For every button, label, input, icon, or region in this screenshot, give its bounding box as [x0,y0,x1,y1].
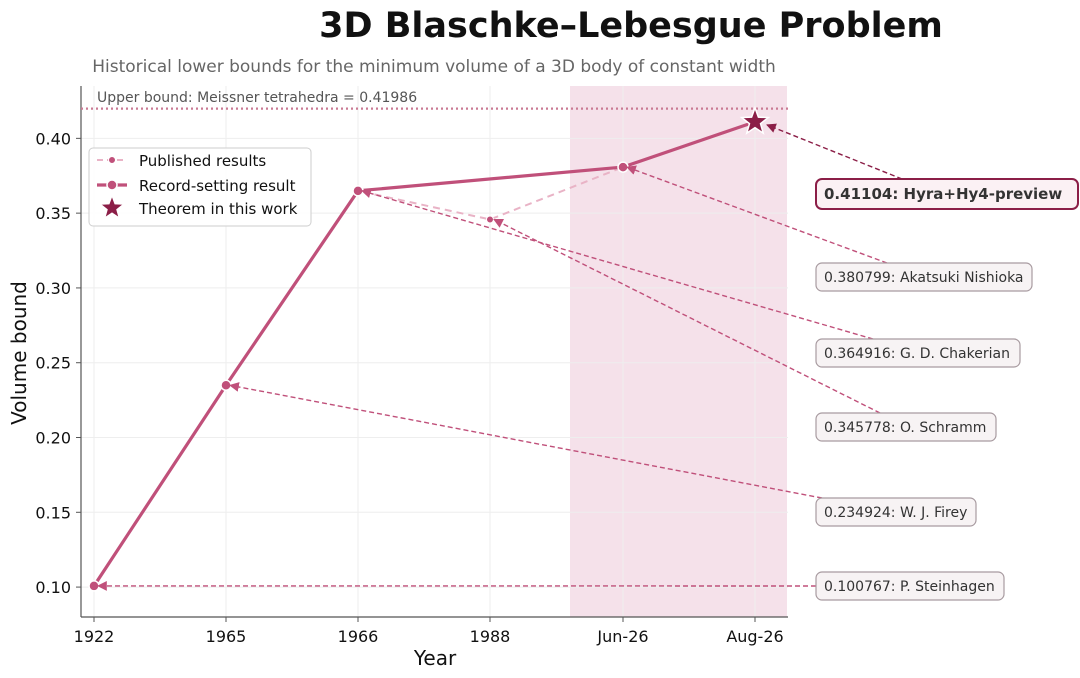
annotation-label: 0.380799: Akatsuki Nishioka [824,270,1024,286]
legend-published-marker [108,156,116,164]
annotation-label: 0.41104: Hyra+Hy4-preview [824,185,1062,203]
legend-entry-label: Theorem in this work [138,200,298,218]
annotation-box [815,262,1033,292]
annotation-box [815,178,1079,210]
x-tick-label: Aug-26 [726,627,783,646]
annotation-arrow [766,123,903,180]
chart-title: 3D Blaschke–Lebesgue Problem [319,6,943,46]
annotation-arrow [626,165,888,264]
y-tick-label: 0.30 [35,279,71,298]
record-setting-line-segment [622,120,756,169]
record-setting-point [617,161,629,173]
annotation-box [815,412,997,442]
legend-box [88,147,312,227]
annotation-label: 0.234924: W. J. Firey [824,505,967,521]
annotation-box [815,338,1021,368]
legend-entry-label: Record-setting result [139,177,296,195]
legend: Published results Record-setting result Th… [88,147,312,227]
theorem-star [739,105,771,135]
x-tick-label: 1988 [470,627,511,646]
legend-entry-label: Published results [139,152,266,170]
y-tick-label: 0.25 [35,354,71,373]
record-setting-point [88,580,100,592]
annotation-label: 0.364916: G. D. Chakerian [824,346,1010,362]
record-setting-point [352,185,364,197]
plot-area: 1922 1965 1966 1988 Jun-26 Aug-26 0.10 0.15 0.20… [35,86,1079,646]
x-tick-label: 1965 [206,627,247,646]
y-tick-label: 0.35 [35,204,71,223]
annotation-box [815,497,977,527]
x-tick-label: 1966 [338,627,379,646]
x-tick-label: 1922 [74,627,115,646]
annotation-box [815,571,1005,601]
annotation-label: 0.100767: P. Steinhagen [824,579,995,595]
annotation-arrow [229,382,823,499]
legend-record-marker [106,179,118,191]
x-tick-label: Jun-26 [596,627,648,646]
published-result-point [486,215,494,224]
y-tick-label: 0.40 [35,129,71,148]
x-axis-label: Year [413,646,457,670]
record-setting-point [220,379,232,392]
annotation-label: 0.345778: O. Schramm [824,420,986,436]
y-axis-label: Volume bound [7,281,31,425]
upper-bound-label: Upper bound: Meissner tetrahedra = 0.419… [97,90,417,106]
annotation-arrow [361,188,874,340]
y-tick-label: 0.10 [35,578,71,597]
chart-subtitle: Historical lower bounds for the minimum … [92,57,776,77]
y-tick-label: 0.20 [35,429,71,448]
y-tick-label: 0.15 [35,503,71,522]
highlight-region [570,86,787,617]
record-setting-line [92,165,624,587]
legend-star-marker [99,194,125,219]
